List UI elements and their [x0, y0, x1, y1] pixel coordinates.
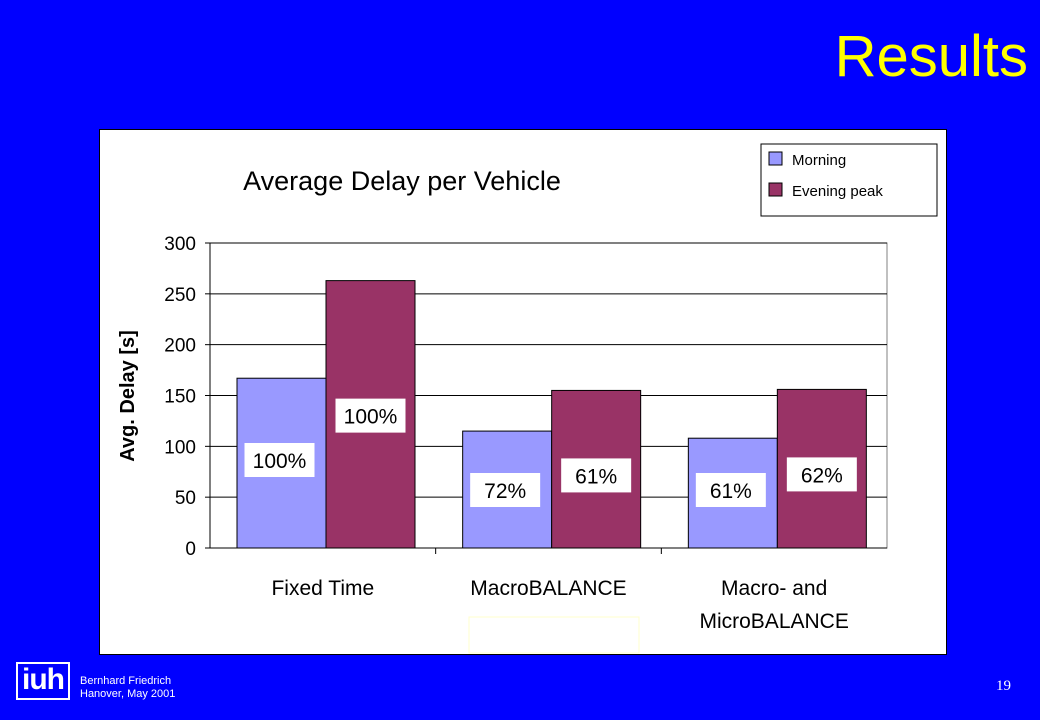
x-tick-label: MacroBALANCE	[470, 577, 626, 600]
y-tick-label: 250	[164, 285, 196, 306]
y-tick-label: 150	[164, 387, 196, 408]
data-label: 100%	[253, 450, 307, 473]
data-label: 72%	[484, 480, 526, 503]
data-label-box	[335, 398, 406, 433]
y-tick-label: 100	[164, 437, 196, 458]
bar-chart: 0 50 100 150 200 250 300 100% 100% Fixed Time 72% 6…	[117, 143, 938, 654]
legend-swatch	[768, 182, 783, 197]
data-label: 61%	[575, 465, 617, 488]
x-tick-label: Fixed Time	[271, 577, 374, 600]
legend-label: Evening peak	[792, 183, 883, 200]
data-label-box	[786, 457, 857, 492]
data-label-box	[695, 473, 766, 507]
data-label: 61%	[710, 480, 752, 503]
footer-credit: Bernhard Friedrich Hanover, May 2001	[80, 675, 175, 701]
y-axis-label: Avg. Delay [s]	[117, 330, 139, 462]
data-label-box	[561, 458, 632, 493]
chart-title: Average Delay per Vehicle	[243, 166, 561, 196]
author-name: Bernhard Friedrich	[80, 675, 172, 687]
y-tick-label: 300	[164, 234, 196, 255]
legend-swatch	[768, 151, 783, 166]
y-tick-label: 200	[164, 336, 196, 357]
x-tick-label: MicroBALANCE	[699, 610, 848, 633]
data-label: 100%	[344, 406, 398, 429]
y-tick-label: 0	[185, 539, 196, 560]
empty-label-box	[468, 616, 640, 654]
page-number: 19	[996, 678, 1011, 694]
legend-box	[760, 143, 938, 217]
data-label: 62%	[801, 464, 843, 487]
slide-title: Results	[834, 24, 1028, 89]
data-label-box	[244, 443, 315, 477]
x-tick-label: Macro- and	[721, 577, 827, 600]
location-date: Hanover, May 2001	[80, 688, 176, 700]
data-label-box	[470, 473, 541, 507]
legend-label: Morning	[792, 152, 846, 169]
chart-panel: 0 50 100 150 200 250 300 100% 100% Fixed Time 72% 6…	[99, 129, 947, 655]
iuh-logo: iuh	[16, 662, 70, 700]
y-tick-label: 50	[175, 488, 196, 509]
